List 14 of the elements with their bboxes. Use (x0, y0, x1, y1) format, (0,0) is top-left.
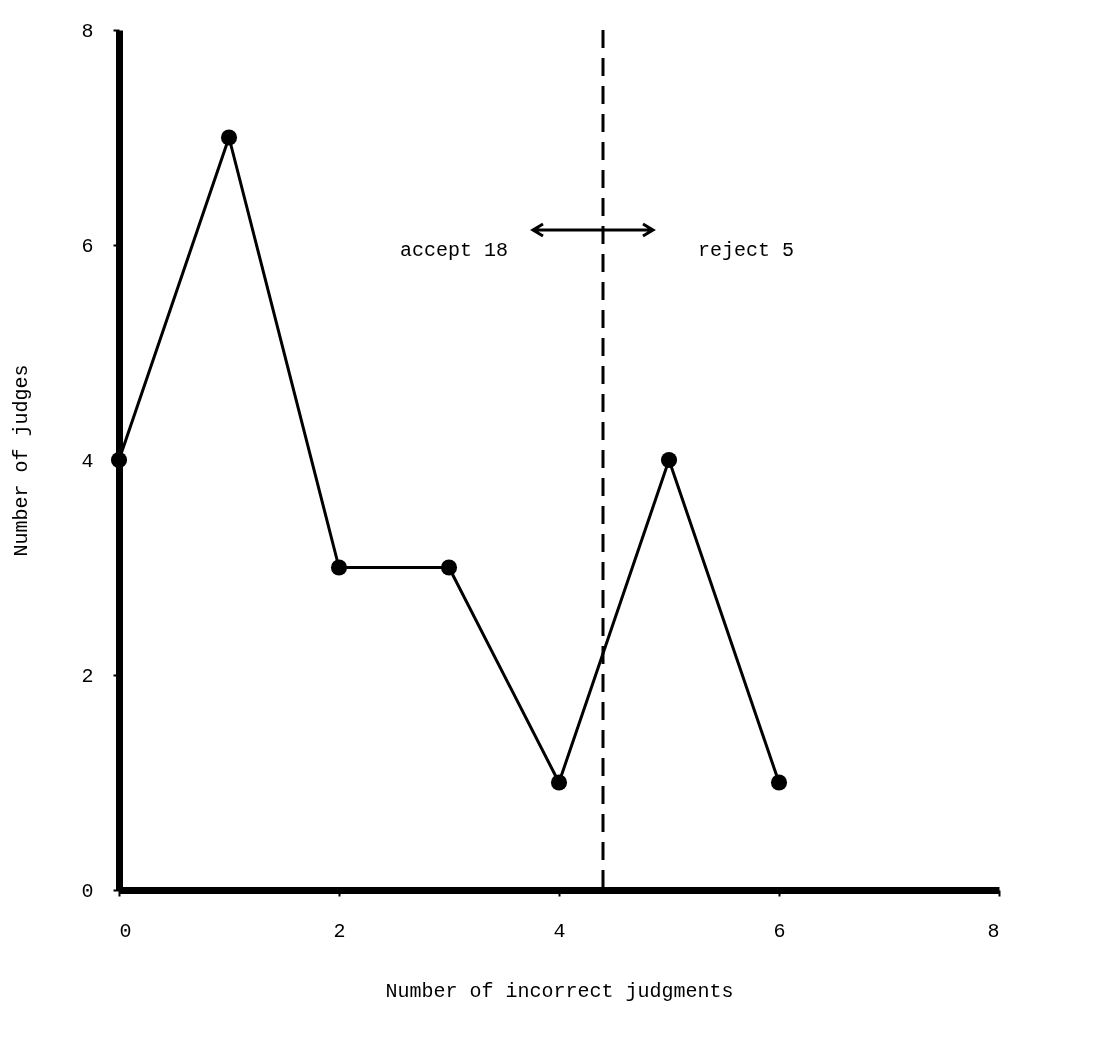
y-tick-label: 4 (81, 449, 94, 473)
y-tick-label: 2 (81, 664, 94, 688)
y-axis-title: Number of judges (10, 364, 34, 557)
y-tick-label: 8 (81, 19, 94, 43)
y-tick-label: 6 (81, 234, 94, 258)
annotation: accept 18 (399, 239, 508, 262)
x-tick-label: 8 (987, 919, 1000, 943)
annotation: reject 5 (698, 239, 795, 262)
x-tick-label: 0 (119, 919, 132, 943)
x-tick-label: 4 (553, 919, 566, 943)
x-tick-label: 6 (773, 919, 786, 943)
y-tick-label: 0 (81, 879, 94, 903)
x-axis-title: Number of incorrect judgments (385, 979, 734, 1003)
x-tick-label: 2 (333, 919, 346, 943)
